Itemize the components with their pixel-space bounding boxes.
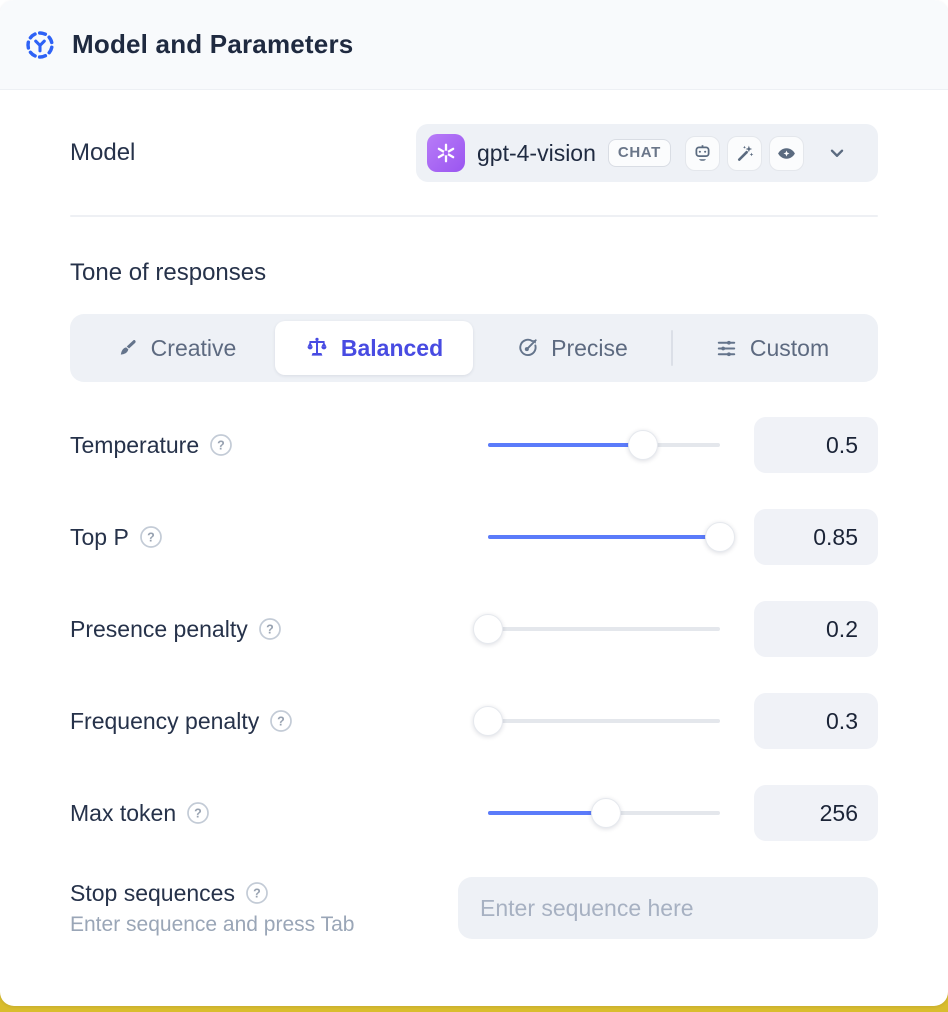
tab-label: Precise xyxy=(551,334,628,361)
slider-fill xyxy=(488,811,607,815)
tab-divider xyxy=(671,330,673,366)
param-row-top-p: Top P ? 0.85 xyxy=(70,491,878,583)
stop-sequences-label: Stop sequences xyxy=(70,879,235,906)
param-label: Temperature xyxy=(70,431,200,458)
svg-text:?: ? xyxy=(277,714,285,728)
magic-wand-icon xyxy=(726,135,762,171)
param-row-presence-penalty: Presence penalty ? 0.2 xyxy=(70,583,878,675)
model-hub-icon xyxy=(24,29,56,61)
capability-chips xyxy=(684,135,804,171)
param-label: Presence penalty xyxy=(70,615,248,642)
frequency-penalty-slider[interactable] xyxy=(473,706,720,736)
model-name: gpt-4-vision xyxy=(477,139,596,166)
tab-label: Creative xyxy=(150,334,237,361)
balance-scale-icon xyxy=(305,336,329,360)
help-icon[interactable]: ? xyxy=(209,433,233,457)
top-p-value[interactable]: 0.85 xyxy=(754,509,878,565)
svg-text:?: ? xyxy=(253,886,261,900)
sliders-icon xyxy=(715,337,738,360)
model-label: Model xyxy=(70,139,136,166)
max-token-value[interactable]: 256 xyxy=(754,785,878,841)
openai-logo xyxy=(427,134,465,172)
help-icon[interactable]: ? xyxy=(186,801,210,825)
param-label: Frequency penalty xyxy=(70,707,260,734)
slider-thumb[interactable] xyxy=(628,430,659,460)
panel-header: Model and Parameters xyxy=(0,0,948,90)
stop-sequences-row: Stop sequences ? Enter sequence and pres… xyxy=(70,859,878,957)
slider-thumb[interactable] xyxy=(473,614,503,644)
help-icon[interactable]: ? xyxy=(269,709,293,733)
stop-sequences-hint: Enter sequence and press Tab xyxy=(70,912,355,936)
param-label: Max token xyxy=(70,799,177,826)
tone-heading: Tone of responses xyxy=(70,259,267,286)
tab-label: Balanced xyxy=(340,334,444,361)
param-row-temperature: Temperature ? 0.5 xyxy=(70,399,878,491)
max-token-slider[interactable] xyxy=(488,798,720,828)
temperature-value[interactable]: 0.5 xyxy=(754,417,878,473)
tab-precise[interactable]: Precise xyxy=(473,321,671,375)
model-select[interactable]: gpt-4-vision CHAT xyxy=(416,124,878,182)
param-label: Top P xyxy=(70,523,129,550)
presence-penalty-value[interactable]: 0.2 xyxy=(754,601,878,657)
paintbrush-icon xyxy=(116,337,139,360)
slider-thumb[interactable] xyxy=(591,798,622,828)
help-icon[interactable]: ? xyxy=(258,617,282,641)
slider-thumb[interactable] xyxy=(473,706,503,736)
help-icon[interactable]: ? xyxy=(139,525,163,549)
target-icon xyxy=(516,337,539,360)
vision-eye-icon xyxy=(768,135,804,171)
chevron-down-icon xyxy=(826,142,848,164)
temperature-slider[interactable] xyxy=(488,430,720,460)
panel-title: Model and Parameters xyxy=(72,29,354,59)
tab-custom[interactable]: Custom xyxy=(673,321,871,375)
tab-balanced[interactable]: Balanced xyxy=(275,321,473,375)
svg-text:?: ? xyxy=(147,530,155,544)
parameter-list: Temperature ? 0.5 Top P ? xyxy=(70,399,878,859)
slider-fill xyxy=(488,443,644,447)
svg-text:?: ? xyxy=(266,622,274,636)
param-row-frequency-penalty: Frequency penalty ? 0.3 xyxy=(70,675,878,767)
help-icon[interactable]: ? xyxy=(245,881,269,905)
robot-icon xyxy=(684,135,720,171)
svg-text:?: ? xyxy=(217,438,225,452)
svg-text:?: ? xyxy=(194,806,202,820)
section-divider xyxy=(70,215,878,217)
model-row: Model gpt-4-vi xyxy=(70,124,878,182)
param-row-max-token: Max token ? 256 xyxy=(70,767,878,859)
slider-track[interactable] xyxy=(488,627,720,631)
frequency-penalty-value[interactable]: 0.3 xyxy=(754,693,878,749)
presence-penalty-slider[interactable] xyxy=(473,614,720,644)
tab-label: Custom xyxy=(749,334,830,361)
tab-creative[interactable]: Creative xyxy=(77,321,275,375)
slider-fill xyxy=(488,535,720,539)
top-p-slider[interactable] xyxy=(488,522,735,552)
stop-sequence-input[interactable] xyxy=(458,877,878,939)
chat-type-badge: CHAT xyxy=(607,139,671,167)
tone-tab-group: Creative Balanced xyxy=(70,314,878,382)
slider-track[interactable] xyxy=(488,719,720,723)
slider-thumb[interactable] xyxy=(705,522,735,552)
